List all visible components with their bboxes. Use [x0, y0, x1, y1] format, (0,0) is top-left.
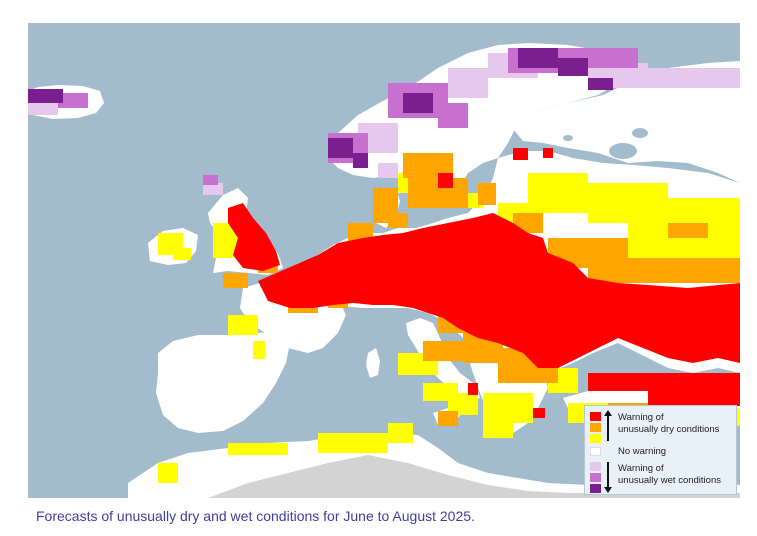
figure-caption: Forecasts of unusually dry and wet condi…	[36, 508, 475, 524]
forecast-map: Warning of unusually dry conditions No w…	[28, 23, 740, 498]
legend-dry-label-line1: Warning of	[618, 412, 664, 423]
legend-swatch-wet-high	[590, 484, 601, 493]
lakes	[563, 128, 648, 159]
legend-swatch-dry-low	[590, 434, 601, 443]
wet-high-cells	[28, 48, 613, 168]
no-data-area	[208, 455, 740, 498]
arrow-up-icon	[604, 410, 612, 441]
legend-wet-label-line1: Warning of	[618, 463, 664, 474]
legend-dry-label-line2: unusually dry conditions	[618, 424, 720, 435]
legend-swatch-dry-high	[590, 412, 601, 421]
dry-low-cells	[158, 173, 740, 483]
legend-swatch-dry-mid	[590, 423, 601, 432]
arrow-down-icon	[604, 462, 612, 493]
legend-swatch-wet-low	[590, 462, 601, 471]
legend-wet-label-line2: unusually wet conditions	[618, 475, 721, 486]
map-canvas	[28, 23, 740, 498]
map-legend: Warning of unusually dry conditions No w…	[584, 405, 737, 495]
legend-none-label: No warning	[618, 446, 667, 457]
legend-swatch-wet-mid	[590, 473, 601, 482]
dry-high-cells	[228, 148, 740, 418]
legend-swatch-none	[590, 447, 601, 456]
